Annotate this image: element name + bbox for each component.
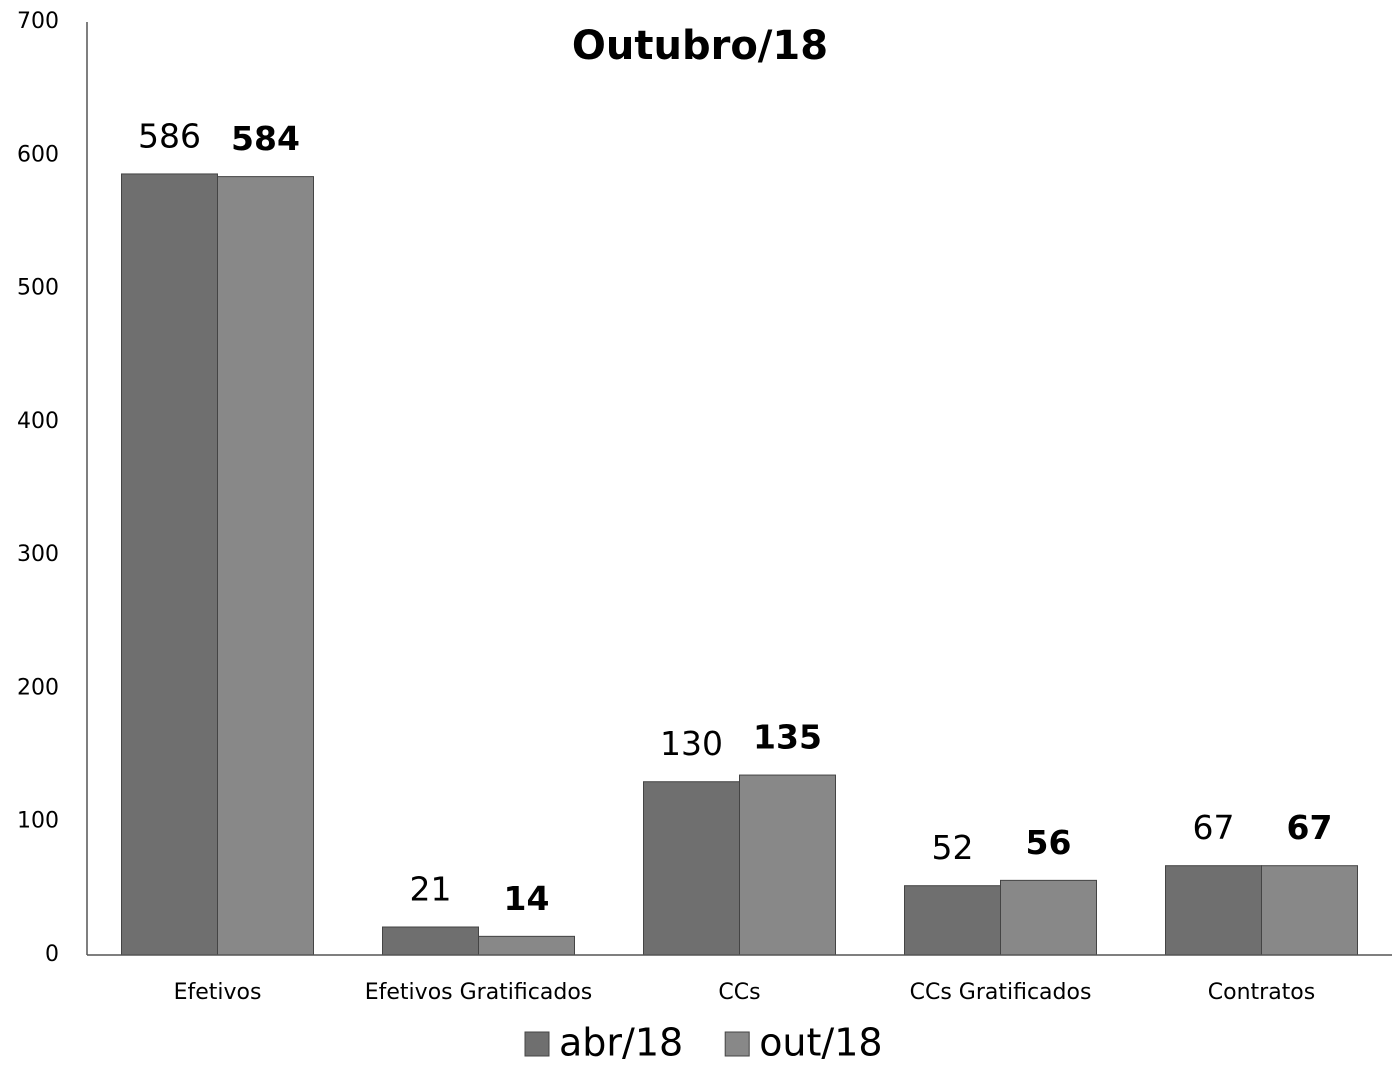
- y-tick-label: 300: [17, 542, 59, 567]
- y-tick-label: 600: [17, 142, 59, 167]
- data-label: 135: [753, 718, 822, 757]
- legend-label: out/18: [759, 1021, 882, 1065]
- y-tick-label: 400: [17, 409, 59, 434]
- bar: [121, 173, 218, 956]
- legend-swatch: [724, 1031, 750, 1057]
- legend-label: abr/18: [559, 1021, 683, 1065]
- data-label: 14: [504, 879, 550, 918]
- bar: [1261, 865, 1358, 956]
- x-tick-label: Contratos: [1208, 980, 1315, 1005]
- legend-swatch: [524, 1031, 550, 1057]
- y-tick-label: 0: [45, 942, 59, 967]
- x-tick-label: CCs Gratificados: [910, 980, 1092, 1005]
- data-label: 584: [231, 119, 300, 158]
- data-label: 130: [660, 724, 723, 763]
- data-label: 586: [138, 116, 201, 155]
- y-tick-label: 700: [17, 9, 59, 34]
- bar: [382, 926, 479, 956]
- bar: [1000, 879, 1097, 956]
- y-tick-label: 500: [17, 276, 59, 301]
- data-label: 67: [1193, 808, 1235, 847]
- bar: [217, 176, 314, 956]
- data-label: 67: [1287, 808, 1333, 847]
- x-tick-label: Efetivos Gratificados: [365, 980, 593, 1005]
- data-label: 52: [932, 828, 974, 867]
- bar: [478, 935, 575, 956]
- y-tick-label: 100: [17, 809, 59, 834]
- x-tick-label: CCs: [718, 980, 760, 1005]
- y-tick-label: 200: [17, 675, 59, 700]
- chart-title: Outubro/18: [572, 23, 828, 69]
- bar: [904, 885, 1001, 956]
- data-label: 21: [410, 870, 452, 909]
- data-label: 56: [1026, 823, 1072, 862]
- bar: [739, 774, 836, 956]
- x-tick-label: Efetivos: [174, 980, 262, 1005]
- bar: [643, 781, 740, 956]
- bar: [1165, 865, 1262, 956]
